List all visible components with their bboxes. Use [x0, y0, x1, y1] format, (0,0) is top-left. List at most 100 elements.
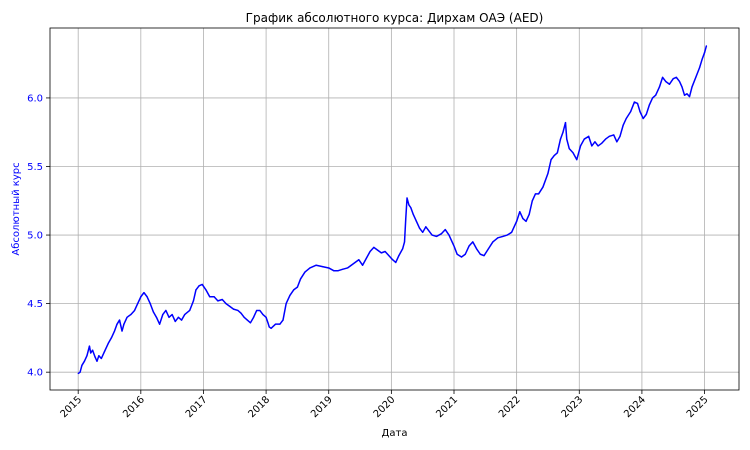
y-axis-label: Абсолютный курс [11, 162, 22, 255]
data-point [502, 235, 504, 238]
data-point [285, 303, 287, 305]
data-point [358, 259, 360, 261]
data-point [256, 309, 258, 312]
data-point [88, 345, 91, 347]
data-point [184, 313, 186, 316]
data-point [630, 111, 632, 113]
data-point [137, 303, 139, 305]
data-point [415, 220, 418, 222]
data-point [528, 213, 530, 216]
data-point [116, 323, 118, 325]
data-point [205, 289, 207, 291]
data-point [579, 145, 582, 147]
data-point [425, 226, 427, 228]
data-point [243, 316, 245, 318]
data-point [516, 220, 518, 222]
data-point [597, 145, 599, 147]
data-point [525, 220, 527, 222]
data-point [118, 319, 121, 321]
data-point [705, 45, 708, 47]
data-point [365, 257, 367, 259]
data-point [572, 152, 574, 154]
data-point [249, 322, 252, 324]
data-point [177, 316, 179, 318]
data-point [309, 267, 311, 269]
data-point [252, 316, 255, 318]
data-point [683, 94, 686, 96]
data-point [83, 360, 86, 362]
data-point [522, 218, 524, 220]
y-axis: 4.0 4.5 5.0 5.5 6.0 [27, 93, 50, 379]
data-point [221, 298, 223, 301]
data-point [103, 351, 106, 353]
data-point [341, 268, 344, 270]
data-point [636, 102, 639, 105]
data-point [328, 267, 330, 269]
data-point [155, 316, 158, 318]
data-point [648, 104, 651, 106]
data-point [113, 330, 116, 332]
data-point [171, 313, 173, 316]
data-point [675, 76, 677, 78]
data-point [333, 270, 335, 272]
data-point [483, 255, 485, 257]
data-point [444, 228, 446, 231]
data-point [568, 148, 570, 150]
data-point [519, 211, 521, 213]
data-point [468, 245, 470, 247]
data-point [96, 360, 98, 362]
data-point [435, 235, 438, 238]
data-point [246, 319, 248, 321]
data-point [146, 296, 148, 298]
y-tick-label: 5.5 [27, 162, 43, 173]
data-point [651, 97, 654, 99]
data-point [201, 283, 203, 286]
data-point [616, 141, 618, 143]
data-point [195, 289, 197, 291]
data-point [564, 122, 567, 124]
y-tick-label: 4.0 [27, 368, 43, 379]
data-point [497, 237, 499, 239]
data-point [213, 296, 215, 298]
data-point [408, 204, 410, 206]
data-point [152, 311, 154, 313]
data-point [576, 159, 578, 161]
data-point [460, 256, 463, 258]
data-point [77, 372, 79, 375]
data-point [395, 261, 397, 264]
data-point [100, 357, 102, 360]
data-point [492, 241, 494, 243]
data-point [346, 267, 349, 269]
plot-area [77, 45, 708, 375]
plot-frame [49, 27, 740, 391]
data-point [422, 231, 424, 233]
data-point [180, 319, 183, 321]
data-point [553, 154, 555, 157]
data-point [701, 58, 703, 61]
data-point [678, 80, 681, 83]
data-point [259, 309, 261, 312]
data-point [262, 313, 264, 316]
data-point [86, 355, 88, 357]
data-point [337, 270, 339, 272]
data-point [608, 135, 610, 137]
data-point [672, 78, 674, 80]
data-point [542, 186, 544, 188]
data-point [639, 111, 641, 113]
data-point [225, 303, 227, 305]
data-point [267, 322, 269, 324]
data-point [625, 117, 627, 120]
data-point [296, 286, 299, 288]
data-point [405, 218, 407, 220]
data-point [91, 349, 94, 351]
data-point [162, 313, 164, 316]
data-point [265, 316, 267, 318]
data-point [126, 316, 128, 318]
data-point [268, 326, 270, 328]
data-point [217, 300, 219, 302]
data-point [133, 309, 136, 312]
data-point [410, 207, 412, 209]
data-point [658, 86, 661, 88]
data-point [94, 356, 96, 358]
